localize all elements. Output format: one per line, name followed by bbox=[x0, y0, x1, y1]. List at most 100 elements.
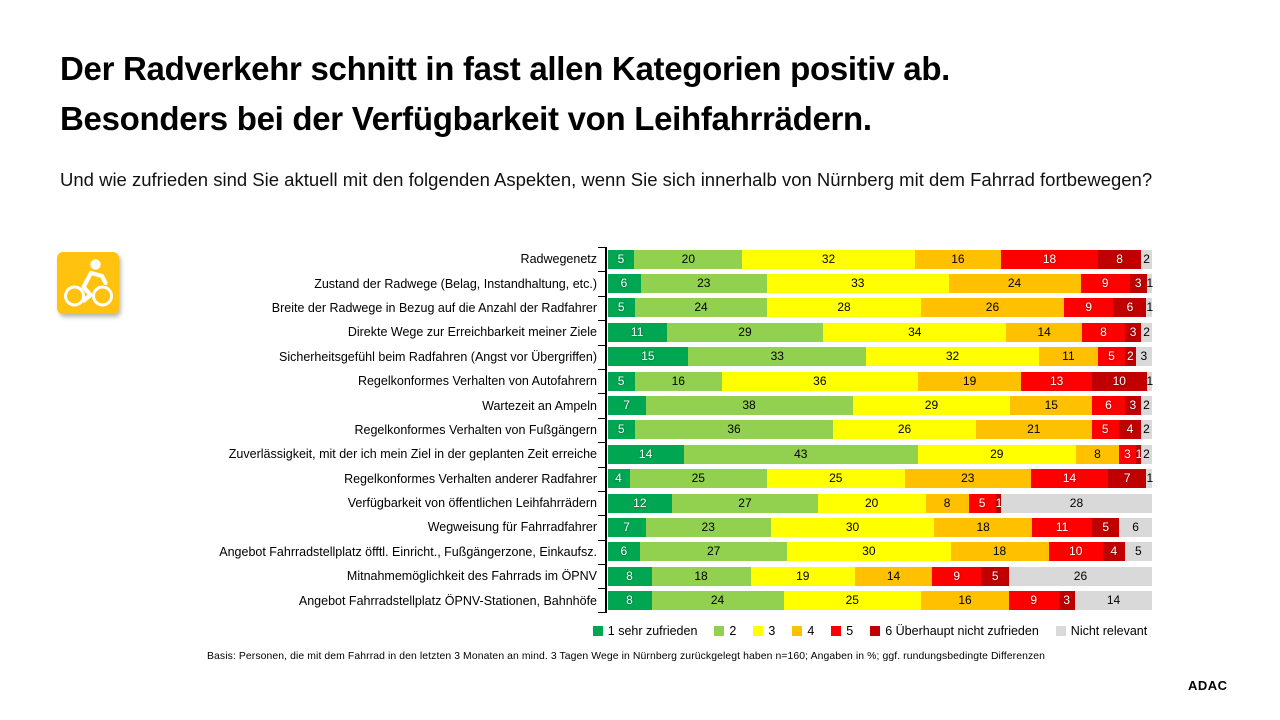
legend-swatch bbox=[753, 626, 764, 636]
chart-row: Verfügbarkeit von öffentlichen Leihfahrr… bbox=[100, 490, 1152, 515]
bar-segment: 14 bbox=[855, 566, 932, 586]
bar-value: 8 bbox=[1094, 446, 1101, 461]
bar-value: 27 bbox=[738, 495, 752, 510]
bar-value: 23 bbox=[961, 471, 975, 486]
chart-row: Wegweisung für Fahrradfahrer 7 23 30 18 11 5 6 bbox=[100, 515, 1152, 539]
bar-value: 1 bbox=[1135, 446, 1143, 461]
bar-segment: 11 bbox=[1038, 347, 1099, 367]
bar-segment: 2 bbox=[1125, 347, 1136, 367]
bar-value: 1 bbox=[1146, 471, 1154, 486]
bar-value: 18 bbox=[694, 568, 708, 583]
bar-track: 5 36 26 21 5 4 2 bbox=[607, 420, 1152, 440]
bar-segment: 5 bbox=[981, 566, 1009, 586]
bar-value: 16 bbox=[671, 373, 685, 388]
bar-segment: 30 bbox=[787, 542, 951, 562]
satisfaction-stacked-bar-chart: Radwegenetz 5 20 32 16 18 8 2 Zustand der Radweg… bbox=[100, 247, 1154, 617]
bar-segment: 12 bbox=[607, 493, 673, 513]
bar-segment: 5 bbox=[607, 249, 635, 269]
bar-segment: 23 bbox=[640, 274, 767, 294]
bar-segment: 8 bbox=[1098, 249, 1142, 269]
chart-row: Regelkonformes Verhalten von Autofahrern… bbox=[100, 368, 1153, 393]
chart-row: Regelkonformes Verhalten anderer Radfahr… bbox=[100, 466, 1154, 491]
adac-logo: ADAC bbox=[1188, 678, 1228, 693]
bar-segment: 29 bbox=[917, 444, 1076, 464]
bar-value: 32 bbox=[821, 251, 836, 266]
bar-value: 16 bbox=[958, 593, 972, 608]
bar-segment: 21 bbox=[976, 420, 1092, 440]
bar-segment: 23 bbox=[645, 517, 771, 537]
bar-value: 5 bbox=[617, 373, 625, 388]
category-label: Regelkonformes Verhalten von Autofahrern bbox=[357, 374, 597, 389]
bar-segment: 25 bbox=[783, 591, 921, 611]
bar-value: 5 bbox=[978, 495, 986, 510]
bar-value: 11 bbox=[630, 324, 644, 339]
bar-track: 5 16 36 19 13 10 1 bbox=[607, 371, 1153, 391]
bar-value: 5 bbox=[1134, 544, 1142, 559]
chart-row: Breite der Radwege in Bezug auf die Anza… bbox=[100, 295, 1153, 320]
bar-segment: 23 bbox=[904, 469, 1031, 489]
bar-segment: 29 bbox=[852, 396, 1011, 416]
bar-value: 7 bbox=[623, 398, 630, 413]
bar-segment: 20 bbox=[634, 249, 743, 269]
category-label: Regelkonformes Verhalten anderer Radfahr… bbox=[344, 471, 597, 486]
bar-segment: 36 bbox=[635, 420, 833, 440]
bar-value: 29 bbox=[990, 446, 1004, 461]
legend-label: 3 bbox=[768, 624, 776, 638]
bar-segment: 36 bbox=[721, 371, 918, 391]
bar-value: 12 bbox=[633, 495, 647, 510]
category-label: Wegweisung für Fahrradfahrer bbox=[427, 520, 597, 535]
bar-segment: 5 bbox=[1098, 347, 1125, 367]
bar-segment: 18 bbox=[950, 542, 1049, 562]
bar-segment: 4 bbox=[607, 469, 630, 489]
bar-segment: 38 bbox=[645, 396, 853, 416]
bar-track: 6 23 33 24 9 3 1 bbox=[607, 274, 1153, 294]
chart-row: Mitnahmemöglichkeit des Fahrrads im ÖPNV… bbox=[100, 564, 1152, 588]
bar-segment: 5 bbox=[607, 420, 635, 440]
bar-segment: 3 bbox=[1124, 396, 1142, 416]
bar-segment: 26 bbox=[1008, 566, 1152, 586]
bar-segment: 7 bbox=[607, 396, 646, 416]
chart-rows: Radwegenetz 5 20 32 16 18 8 2 Zustand der Radweg… bbox=[100, 247, 1154, 613]
bar-value: 2 bbox=[1143, 324, 1150, 339]
bar-segment: 5 bbox=[607, 298, 635, 318]
chart-row: Angebot Fahrradstellplatz öfftl. Einrich… bbox=[100, 539, 1152, 564]
bar-segment: 33 bbox=[767, 274, 949, 294]
bar-value: 33 bbox=[770, 349, 784, 364]
bar-segment: 10 bbox=[1092, 371, 1147, 391]
bar-value: 36 bbox=[727, 422, 741, 437]
bar-segment: 3 bbox=[1135, 347, 1152, 367]
bar-segment: 5 bbox=[1124, 542, 1152, 562]
bar-segment: 3 bbox=[1130, 274, 1147, 294]
legend-item: 3 bbox=[753, 624, 775, 638]
bar-value: 3 bbox=[1129, 398, 1137, 413]
bar-value: 27 bbox=[706, 544, 721, 559]
bar-value: 14 bbox=[886, 568, 901, 583]
bar-segment: 11 bbox=[1032, 517, 1093, 537]
bar-segment: 1 bbox=[1146, 274, 1153, 294]
bar-segment: 15 bbox=[607, 347, 689, 367]
bar-segment: 32 bbox=[866, 347, 1039, 367]
legend-swatch bbox=[592, 626, 603, 636]
bar-value: 24 bbox=[694, 300, 708, 315]
bar-segment: 29 bbox=[666, 322, 824, 342]
bar-segment: 9 bbox=[931, 566, 982, 586]
bar-segment: 1 bbox=[995, 493, 1002, 513]
bar-value: 34 bbox=[908, 324, 922, 339]
category-label: Breite der Radwege in Bezug auf die Anza… bbox=[271, 300, 597, 315]
page-title-line2: Besonders bei der Verfügbarkeit von Leih… bbox=[60, 100, 872, 137]
bar-value: 6 bbox=[620, 276, 628, 291]
category-label: Wartezeit an Ampeln bbox=[482, 398, 597, 413]
category-label: Sicherheitsgefühl beim Radfahren (Angst … bbox=[279, 349, 597, 364]
chart-row: Zuverlässigkeit, mit der ich mein Ziel i… bbox=[100, 442, 1152, 466]
bar-segment: 7 bbox=[607, 517, 646, 537]
bar-segment: 26 bbox=[833, 420, 976, 440]
bar-segment: 1 bbox=[1146, 371, 1153, 391]
legend-swatch bbox=[870, 626, 881, 636]
bar-value: 20 bbox=[681, 251, 696, 266]
bar-value: 14 bbox=[638, 446, 653, 461]
bar-segment: 14 bbox=[1075, 591, 1152, 611]
bar-value: 33 bbox=[851, 276, 865, 291]
bar-segment: 18 bbox=[651, 566, 751, 586]
category-label: Zuverlässigkeit, mit der ich mein Ziel i… bbox=[228, 447, 597, 462]
